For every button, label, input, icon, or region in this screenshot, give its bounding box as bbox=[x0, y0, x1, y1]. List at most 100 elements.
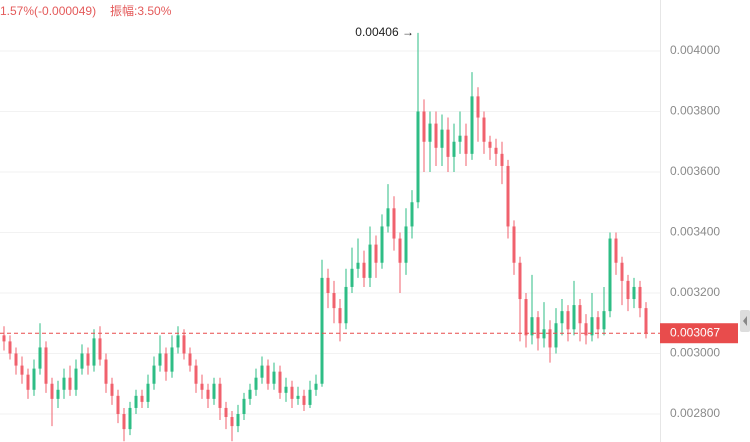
candle-body bbox=[314, 383, 318, 390]
candle-body bbox=[320, 277, 324, 384]
scroll-arrow bbox=[743, 316, 747, 326]
y-tick-label: 0.003000 bbox=[670, 346, 720, 360]
candle-body bbox=[440, 129, 444, 148]
candle-body bbox=[632, 286, 636, 300]
candle-body bbox=[518, 262, 522, 300]
candle-body bbox=[500, 153, 504, 166]
candle-body bbox=[512, 226, 516, 263]
candle-body bbox=[494, 147, 498, 154]
candle-body bbox=[374, 244, 378, 263]
candle-body bbox=[248, 389, 252, 399]
y-tick-label: 0.003600 bbox=[670, 164, 720, 178]
candle-body bbox=[266, 365, 270, 384]
candle-body bbox=[92, 338, 96, 366]
candle-body bbox=[596, 317, 600, 330]
max-annotation: 0.00406 → bbox=[355, 25, 414, 39]
candle-body bbox=[26, 374, 30, 390]
candle-body bbox=[308, 389, 312, 405]
candle-body bbox=[32, 368, 36, 390]
candle-body bbox=[242, 398, 246, 414]
candle-body bbox=[74, 368, 78, 390]
candle-body bbox=[590, 317, 594, 336]
candle-body bbox=[152, 365, 156, 384]
candle-body bbox=[284, 386, 288, 393]
y-tick-label: 0.002800 bbox=[670, 406, 720, 420]
candle-body bbox=[332, 292, 336, 309]
candle-body bbox=[584, 323, 588, 336]
candle-body bbox=[638, 286, 642, 309]
candle-body bbox=[254, 377, 258, 390]
candle-body bbox=[416, 111, 420, 203]
candle-body bbox=[422, 111, 426, 142]
candle-body bbox=[644, 308, 648, 334]
candle-body bbox=[290, 386, 294, 399]
candle-body bbox=[80, 353, 84, 369]
candle-body bbox=[488, 141, 492, 148]
candle-body bbox=[410, 202, 414, 227]
candle-body bbox=[110, 383, 114, 396]
candle-body bbox=[272, 371, 276, 384]
candle-body bbox=[344, 286, 348, 324]
candle-body bbox=[608, 238, 612, 312]
candle-body bbox=[428, 123, 432, 142]
candle-body bbox=[470, 96, 474, 154]
candle-body bbox=[104, 359, 108, 384]
candle-body bbox=[386, 208, 390, 227]
candle-body bbox=[260, 365, 264, 378]
candle-body bbox=[506, 165, 510, 227]
last-price-label: 0.003067 bbox=[670, 325, 720, 339]
header-change: 1.57%(-0.000049) bbox=[0, 4, 96, 18]
candle-body bbox=[404, 226, 408, 263]
candle-body bbox=[116, 395, 120, 414]
candle-body bbox=[146, 383, 150, 402]
candle-body bbox=[398, 238, 402, 263]
candle-body bbox=[212, 383, 216, 399]
candle-body bbox=[566, 311, 570, 330]
candle-body bbox=[50, 383, 54, 399]
candle-body bbox=[338, 308, 342, 324]
candle-body bbox=[302, 395, 306, 405]
y-tick-label: 0.004000 bbox=[670, 43, 720, 57]
candle-body bbox=[44, 347, 48, 384]
candle-body bbox=[350, 268, 354, 287]
candle-body bbox=[128, 407, 132, 430]
candle-body bbox=[218, 383, 222, 408]
candle-body bbox=[98, 338, 102, 360]
candle-body bbox=[38, 347, 42, 369]
candle-body bbox=[602, 311, 606, 330]
plot bbox=[0, 32, 660, 442]
candle-body bbox=[326, 277, 330, 293]
candle-body bbox=[230, 417, 234, 427]
candle-body bbox=[188, 353, 192, 366]
candle-body bbox=[296, 395, 300, 399]
candle-body bbox=[176, 335, 180, 348]
candle-body bbox=[476, 96, 480, 118]
candle-body bbox=[458, 135, 462, 142]
candle-body bbox=[2, 335, 6, 342]
candle-body bbox=[62, 377, 66, 390]
candle-body bbox=[86, 353, 90, 366]
candle-body bbox=[164, 353, 168, 372]
candle-body bbox=[452, 141, 456, 157]
candle-body bbox=[8, 341, 12, 354]
candle-body bbox=[122, 413, 126, 430]
candle-body bbox=[224, 407, 228, 418]
candle-body bbox=[134, 395, 138, 408]
candle-body bbox=[356, 262, 360, 269]
candle-body bbox=[14, 353, 18, 366]
y-tick-label: 0.003800 bbox=[670, 104, 720, 118]
candle-body bbox=[620, 262, 624, 281]
candle-body bbox=[524, 299, 528, 336]
candle-body bbox=[464, 135, 468, 154]
candle-body bbox=[548, 329, 552, 348]
candle-body bbox=[200, 383, 204, 390]
candle-body bbox=[140, 395, 144, 402]
candle-body bbox=[392, 208, 396, 239]
candle-body bbox=[560, 311, 564, 324]
candle-body bbox=[626, 280, 630, 300]
y-tick-label: 0.003200 bbox=[670, 285, 720, 299]
candle-body bbox=[278, 371, 282, 393]
